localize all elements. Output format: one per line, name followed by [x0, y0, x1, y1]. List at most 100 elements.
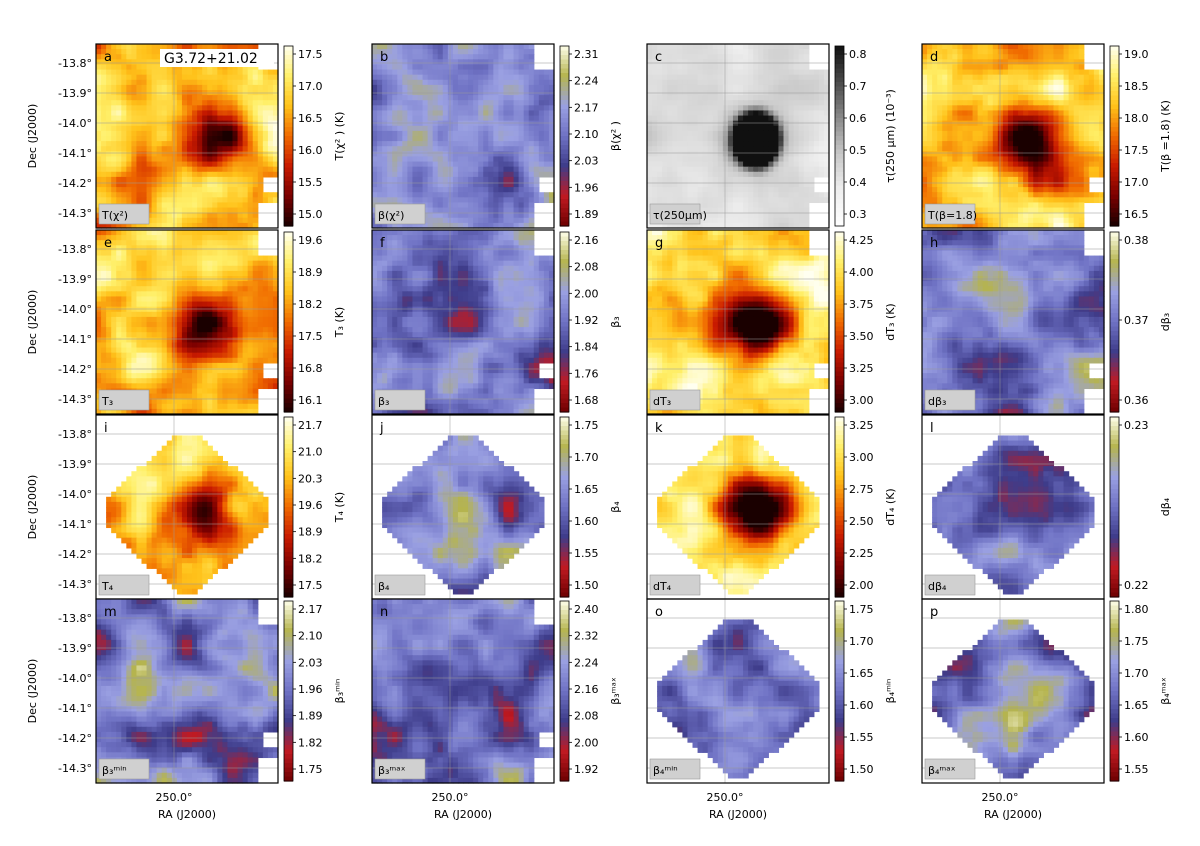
heatmap-cell [392, 110, 398, 116]
heatmap-cell [978, 146, 984, 152]
heatmap-cell [748, 202, 754, 208]
heatmap-cell [1043, 116, 1049, 122]
heatmap-cell [657, 110, 663, 116]
heatmap-cell [397, 85, 403, 91]
heatmap-cell [243, 208, 249, 214]
heatmap-cell [182, 213, 188, 219]
heatmap-cell [192, 151, 198, 157]
heatmap-cell [1089, 110, 1095, 116]
heatmap-cell [162, 85, 168, 91]
heatmap-cell [723, 146, 729, 152]
heatmap-cell [473, 192, 479, 198]
heatmap-cell [192, 167, 198, 173]
heatmap-cell [514, 85, 520, 91]
heatmap-cell [428, 131, 434, 137]
heatmap-cell [382, 141, 388, 147]
heatmap-cell [187, 136, 193, 142]
heatmap-cell [478, 85, 484, 91]
heatmap-cell [698, 162, 704, 168]
heatmap-cell [428, 49, 434, 55]
heatmap-cell [1069, 162, 1075, 168]
heatmap-cell [407, 59, 413, 65]
heatmap-cell [423, 105, 429, 111]
heatmap-cell [1008, 49, 1014, 55]
heatmap-cell [708, 64, 714, 70]
heatmap-cell [458, 100, 464, 106]
heatmap-cell [973, 95, 979, 101]
heatmap-cell [377, 44, 383, 50]
heatmap-cell [942, 85, 948, 91]
heatmap-cell [238, 156, 244, 162]
heatmap-cell [1043, 187, 1049, 193]
heatmap-cell [529, 136, 535, 142]
heatmap-cell [392, 85, 398, 91]
heatmap-cell [1038, 136, 1044, 142]
heatmap-cell [478, 208, 484, 214]
heatmap-cell [111, 75, 117, 81]
heatmap-cell [1038, 105, 1044, 111]
heatmap-cell [672, 95, 678, 101]
heatmap-cell [988, 105, 994, 111]
heatmap-cell [693, 54, 699, 60]
heatmap-cell [142, 59, 148, 65]
heatmap-cell [667, 59, 673, 65]
heatmap-cell [142, 187, 148, 193]
heatmap-cell [438, 85, 444, 91]
heatmap-cell [136, 85, 142, 91]
heatmap-cell [157, 162, 163, 168]
heatmap-cell [758, 172, 764, 178]
heatmap-cell [473, 64, 479, 70]
heatmap-cell [212, 116, 218, 122]
heatmap-cell [662, 131, 668, 137]
heatmap-cell [458, 197, 464, 203]
heatmap-cell [693, 197, 699, 203]
heatmap-cell [1018, 121, 1024, 127]
heatmap-cell [1079, 64, 1085, 70]
heatmap-cell [473, 131, 479, 137]
heatmap-cell [233, 85, 239, 91]
heatmap-cell [412, 197, 418, 203]
heatmap-cell [227, 167, 233, 173]
heatmap-cell [789, 136, 795, 142]
heatmap-cell [162, 141, 168, 147]
heatmap-cell [784, 59, 790, 65]
heatmap-cell [453, 110, 459, 116]
heatmap-cell [932, 85, 938, 91]
heatmap-cell [372, 136, 378, 142]
heatmap-cell [799, 59, 805, 65]
heatmap-cell [147, 44, 153, 50]
heatmap-cell [407, 151, 413, 157]
heatmap-cell [197, 80, 203, 86]
heatmap-cell [258, 110, 264, 116]
heatmap-cell [519, 126, 525, 132]
heatmap-cell [121, 197, 127, 203]
heatmap-cell [937, 177, 943, 183]
heatmap-cell [794, 172, 800, 178]
heatmap-cell [983, 100, 989, 106]
heatmap-cell [488, 162, 494, 168]
heatmap-cell [733, 54, 739, 60]
heatmap-cell [233, 151, 239, 157]
heatmap-cell [814, 126, 820, 132]
heatmap-cell [962, 75, 968, 81]
colorbar-segment [835, 132, 844, 137]
heatmap-cell [814, 141, 820, 147]
heatmap-cell [983, 136, 989, 142]
heatmap-cell [372, 85, 378, 91]
heatmap-cell [1059, 49, 1065, 55]
heatmap-cell [1023, 126, 1029, 132]
heatmap-cell [988, 156, 994, 162]
heatmap-cell [799, 44, 805, 50]
heatmap-cell [387, 177, 393, 183]
heatmap-cell [488, 136, 494, 142]
heatmap-cell [789, 131, 795, 137]
heatmap-cell [947, 177, 953, 183]
heatmap-cell [412, 75, 418, 81]
heatmap-cell [392, 172, 398, 178]
heatmap-cell [703, 156, 709, 162]
heatmap-cell [268, 197, 274, 203]
heatmap-cell [957, 105, 963, 111]
heatmap-cell [952, 116, 958, 122]
heatmap-cell [988, 126, 994, 132]
heatmap-cell [268, 110, 274, 116]
